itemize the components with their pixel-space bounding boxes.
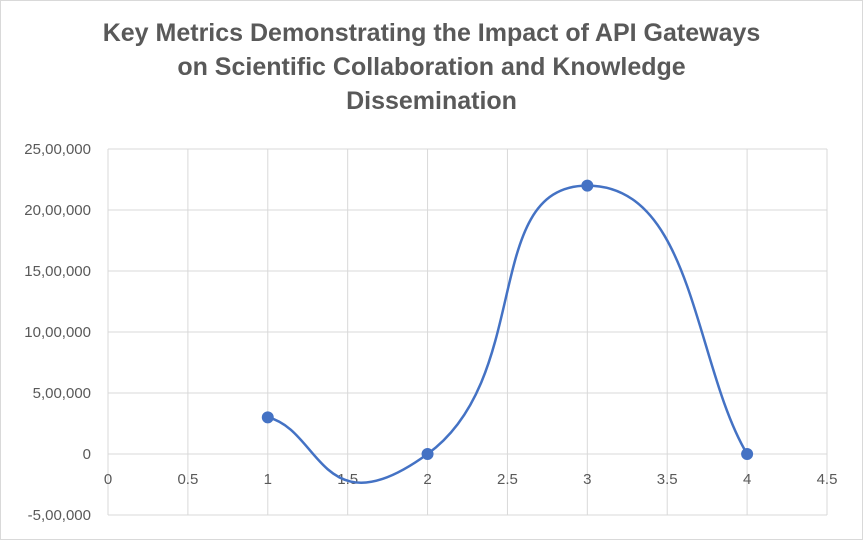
y-tick-label: 20,00,000 <box>24 202 91 219</box>
x-tick-label: 4 <box>743 471 751 488</box>
x-tick-label: 1 <box>264 471 272 488</box>
y-tick-label: 0 <box>83 446 91 463</box>
x-tick-label: 0.5 <box>177 471 198 488</box>
x-tick-label: 0 <box>104 471 112 488</box>
data-point <box>421 448 434 460</box>
data-point <box>741 448 754 460</box>
x-tick-label: 3.5 <box>657 471 678 488</box>
y-tick-label: 10,00,000 <box>24 324 91 341</box>
x-tick-label: 3 <box>583 471 591 488</box>
y-tick-label: 5,00,000 <box>33 385 91 402</box>
x-tick-label: 2.5 <box>497 471 518 488</box>
chart-title-line-1: Key Metrics Demonstrating the Impact of … <box>102 19 761 47</box>
series-line <box>267 184 749 484</box>
x-tick-label: 4.5 <box>817 471 838 488</box>
chart-title-line-2: on Scientific Collaboration and Knowledg… <box>177 53 686 81</box>
y-tick-label: -5,00,000 <box>28 507 91 524</box>
y-tick-label: 15,00,000 <box>24 263 91 280</box>
x-tick-label: 2 <box>423 471 431 488</box>
chart-title: Key Metrics Demonstrating the Impact of … <box>0 16 863 118</box>
data-point <box>581 179 594 192</box>
chart-title-line-3: Dissemination <box>346 87 517 115</box>
y-tick-label: 25,00,000 <box>24 141 91 158</box>
data-point <box>261 411 274 424</box>
